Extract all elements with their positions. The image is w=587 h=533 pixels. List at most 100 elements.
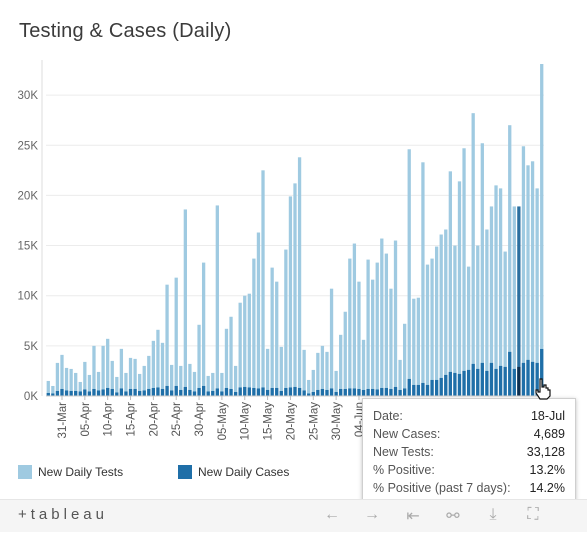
tests-bar[interactable] bbox=[302, 349, 306, 396]
cases-bar[interactable] bbox=[325, 389, 329, 396]
tests-bar[interactable] bbox=[366, 259, 370, 396]
cases-bar[interactable] bbox=[366, 388, 370, 396]
cases-bar[interactable] bbox=[412, 384, 416, 396]
cases-bar[interactable] bbox=[275, 387, 279, 396]
cases-bar[interactable] bbox=[229, 388, 233, 396]
tests-bar[interactable] bbox=[60, 354, 64, 396]
tests-bar[interactable] bbox=[352, 243, 357, 396]
cases-bar[interactable] bbox=[197, 387, 201, 396]
cases-bar[interactable] bbox=[201, 385, 206, 396]
tests-bar[interactable] bbox=[270, 267, 274, 396]
tests-bar[interactable] bbox=[87, 374, 92, 396]
tests-bar[interactable] bbox=[521, 146, 526, 396]
tests-bar[interactable] bbox=[51, 385, 55, 396]
cases-bar[interactable] bbox=[444, 374, 448, 396]
tests-bar[interactable] bbox=[215, 205, 219, 396]
tests-bar[interactable] bbox=[517, 206, 521, 396]
cases-bar[interactable] bbox=[51, 393, 55, 396]
cases-bar[interactable] bbox=[334, 391, 338, 396]
cases-bar[interactable] bbox=[96, 390, 101, 396]
cases-bar[interactable] bbox=[174, 385, 178, 396]
cases-bar[interactable] bbox=[64, 390, 69, 396]
cases-bar[interactable] bbox=[389, 388, 393, 396]
cases-bar[interactable] bbox=[46, 392, 50, 396]
undo-button[interactable]: ← bbox=[322, 506, 342, 524]
cases-bar[interactable] bbox=[179, 389, 183, 396]
tests-bar[interactable] bbox=[530, 161, 535, 396]
cases-bar[interactable] bbox=[60, 388, 64, 396]
cases-bar[interactable] bbox=[147, 388, 151, 396]
tests-bar[interactable] bbox=[142, 365, 146, 396]
cases-bar[interactable] bbox=[279, 390, 283, 396]
cases-bar[interactable] bbox=[329, 388, 334, 396]
cases-bar[interactable] bbox=[380, 387, 384, 396]
tests-bar[interactable] bbox=[115, 376, 119, 396]
tests-bar[interactable] bbox=[74, 372, 78, 396]
tests-bar[interactable] bbox=[119, 348, 124, 396]
cases-bar[interactable] bbox=[206, 391, 210, 396]
tests-bar[interactable] bbox=[297, 157, 302, 396]
tests-bar[interactable] bbox=[201, 262, 206, 396]
cases-bar[interactable] bbox=[512, 368, 516, 396]
tests-bar[interactable] bbox=[407, 149, 411, 396]
cases-bar[interactable] bbox=[357, 388, 361, 396]
tests-bar[interactable] bbox=[110, 360, 114, 396]
tests-bar[interactable] bbox=[233, 365, 238, 396]
cases-bar[interactable] bbox=[151, 387, 156, 396]
cases-bar[interactable] bbox=[142, 390, 146, 396]
tests-bar[interactable] bbox=[430, 258, 434, 396]
cases-bar[interactable] bbox=[375, 389, 379, 396]
tests-bar[interactable] bbox=[320, 345, 325, 396]
tests-bar[interactable] bbox=[439, 234, 443, 396]
tests-bar[interactable] bbox=[156, 329, 160, 396]
tests-bar[interactable] bbox=[444, 229, 448, 396]
tests-bar[interactable] bbox=[252, 258, 256, 396]
cases-bar[interactable] bbox=[55, 390, 60, 396]
cases-bar[interactable] bbox=[188, 389, 192, 396]
tests-bar[interactable] bbox=[462, 148, 466, 396]
cases-bar[interactable] bbox=[252, 387, 256, 396]
cases-bar[interactable] bbox=[393, 386, 398, 396]
bar-chart[interactable]: 0K 5K 10K 15K 20K 25K 30K 31-Mar 05-Apr 10-Apr 15… bbox=[0, 0, 587, 460]
cases-bar[interactable] bbox=[361, 389, 366, 396]
cases-bar[interactable] bbox=[485, 370, 489, 396]
redo-button[interactable]: → bbox=[362, 506, 382, 524]
cases-bar[interactable] bbox=[521, 362, 526, 396]
tests-bar[interactable] bbox=[138, 373, 142, 396]
tests-bar[interactable] bbox=[275, 281, 279, 396]
tests-bar[interactable] bbox=[512, 206, 516, 396]
cases-bar[interactable] bbox=[220, 391, 224, 396]
cases-bar[interactable] bbox=[238, 387, 242, 396]
tests-bar[interactable] bbox=[334, 370, 338, 396]
cases-bar[interactable] bbox=[307, 393, 311, 396]
tests-bar[interactable] bbox=[371, 279, 375, 396]
tests-bar[interactable] bbox=[329, 288, 334, 396]
legend-item-tests[interactable]: New Daily Tests bbox=[18, 465, 123, 479]
tests-bar[interactable] bbox=[151, 340, 156, 396]
cases-bar[interactable] bbox=[78, 391, 82, 396]
tests-bar[interactable] bbox=[160, 342, 165, 396]
cases-bar[interactable] bbox=[156, 387, 160, 396]
tests-bar[interactable] bbox=[165, 284, 169, 396]
tests-bar[interactable] bbox=[229, 316, 233, 396]
tests-bar[interactable] bbox=[147, 355, 151, 396]
tests-bar[interactable] bbox=[92, 345, 96, 396]
cases-bar[interactable] bbox=[343, 388, 347, 396]
tests-bar[interactable] bbox=[265, 348, 270, 396]
tests-bar[interactable] bbox=[393, 240, 398, 396]
cases-bar[interactable] bbox=[403, 388, 407, 396]
cases-bar[interactable] bbox=[297, 387, 302, 396]
tests-bar[interactable] bbox=[78, 381, 82, 396]
tests-bar[interactable] bbox=[508, 125, 512, 396]
tests-bar[interactable] bbox=[46, 380, 50, 396]
cases-bar[interactable] bbox=[302, 390, 306, 396]
tests-bar[interactable] bbox=[389, 288, 393, 396]
cases-bar[interactable] bbox=[74, 390, 78, 396]
cases-bar[interactable] bbox=[261, 387, 265, 396]
cases-bar[interactable] bbox=[169, 390, 174, 396]
cases-bar[interactable] bbox=[498, 365, 503, 396]
tests-bar[interactable] bbox=[434, 246, 439, 396]
cases-bar[interactable] bbox=[476, 368, 480, 396]
cases-bar[interactable] bbox=[316, 389, 320, 396]
cases-bar[interactable] bbox=[425, 384, 430, 396]
